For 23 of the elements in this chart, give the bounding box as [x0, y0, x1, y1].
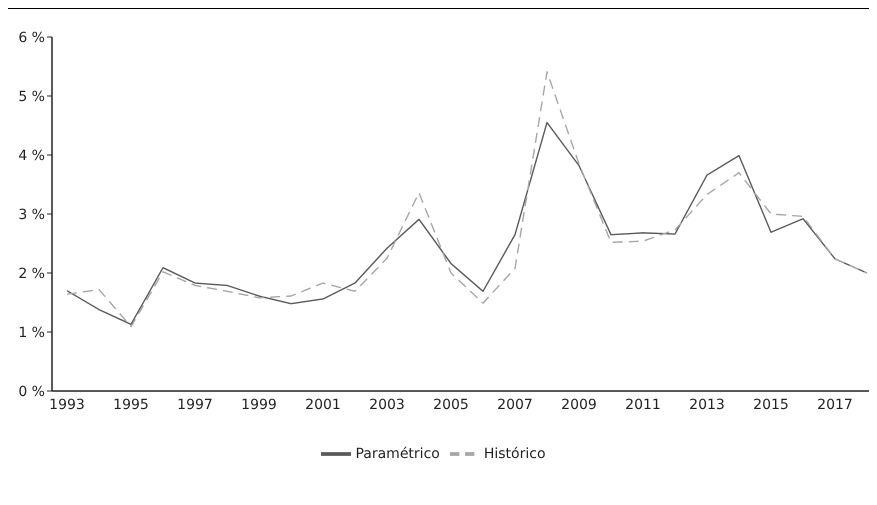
x-tick-label: 2005	[433, 396, 469, 413]
y-tick-label: 0 %	[18, 384, 45, 400]
legend-label: Paramétrico	[355, 446, 440, 462]
legend-label: Histórico	[484, 446, 546, 462]
y-tick-label: 4 %	[18, 148, 45, 164]
x-tick-label: 2007	[497, 396, 533, 413]
x-tick-label: 2001	[305, 396, 341, 413]
x-tick-label: 1999	[241, 396, 277, 413]
x-tick-label: 1993	[49, 396, 85, 413]
x-tick-label: 2013	[689, 396, 725, 413]
x-tick-label: 1997	[177, 396, 213, 413]
y-tick-label: 5 %	[18, 88, 45, 105]
y-tick-label: 6 %	[18, 30, 45, 46]
x-tick-label: 2009	[561, 396, 597, 413]
x-tick-label: 2003	[369, 396, 405, 413]
x-tick-label: 2017	[817, 396, 853, 413]
line-series	[66, 71, 868, 328]
y-tick-label: 2 %	[18, 266, 45, 282]
y-tick-label: 1 %	[18, 324, 45, 341]
x-tick-label: 2011	[625, 396, 661, 413]
x-tick-label: 1995	[113, 396, 149, 413]
x-tick-label: 2015	[753, 396, 789, 413]
y-tick-label: 3 %	[18, 206, 45, 223]
